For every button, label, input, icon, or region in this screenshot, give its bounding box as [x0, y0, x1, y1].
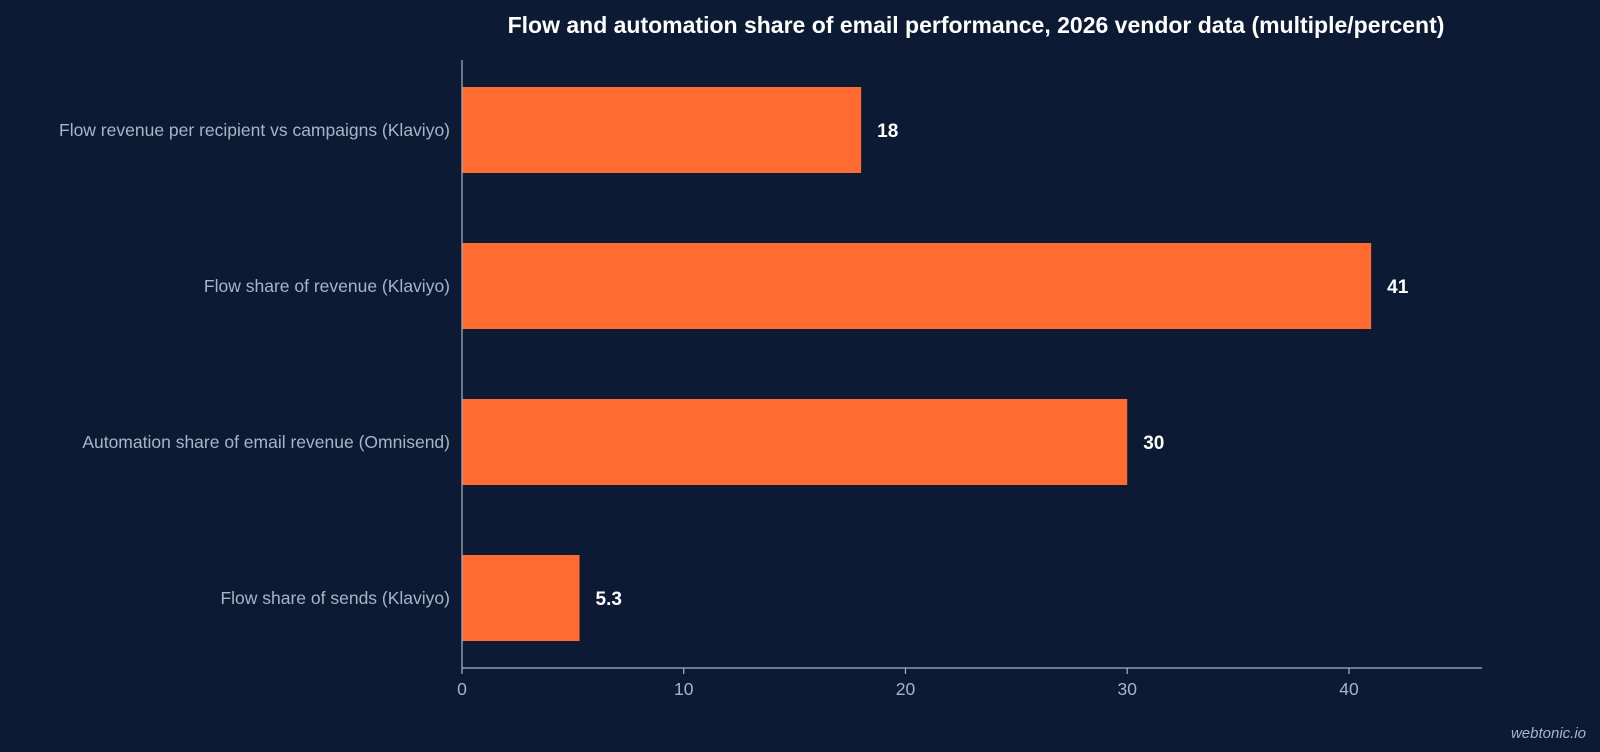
bars-layer	[462, 87, 1372, 641]
category-label: Flow share of sends (Klaviyo)	[220, 588, 450, 608]
bar	[462, 399, 1128, 485]
category-label: Automation share of email revenue (Omnis…	[82, 432, 450, 452]
x-tick-label: 20	[896, 679, 916, 699]
value-label: 41	[1387, 277, 1409, 298]
watermark-text: webtonic.io	[1510, 725, 1586, 742]
x-tick-label: 30	[1117, 679, 1137, 699]
x-tick-label: 40	[1339, 679, 1359, 699]
value-label: 18	[877, 121, 898, 142]
category-labels: Flow revenue per recipient vs campaigns …	[59, 120, 450, 608]
bar	[462, 555, 580, 641]
bar	[462, 87, 862, 173]
category-label: Flow share of revenue (Klaviyo)	[204, 276, 450, 296]
category-label: Flow revenue per recipient vs campaigns …	[59, 120, 450, 140]
value-label: 30	[1143, 433, 1164, 454]
bar	[462, 243, 1372, 329]
value-label: 5.3	[596, 589, 622, 610]
x-axis-ticks: 0 10 20 30 40	[457, 668, 1359, 699]
value-labels: 18 41 30 5.3	[596, 121, 1409, 610]
chart-title: Flow and automation share of email perfo…	[508, 12, 1445, 38]
x-tick-label: 0	[457, 679, 467, 699]
x-tick-label: 10	[674, 679, 694, 699]
